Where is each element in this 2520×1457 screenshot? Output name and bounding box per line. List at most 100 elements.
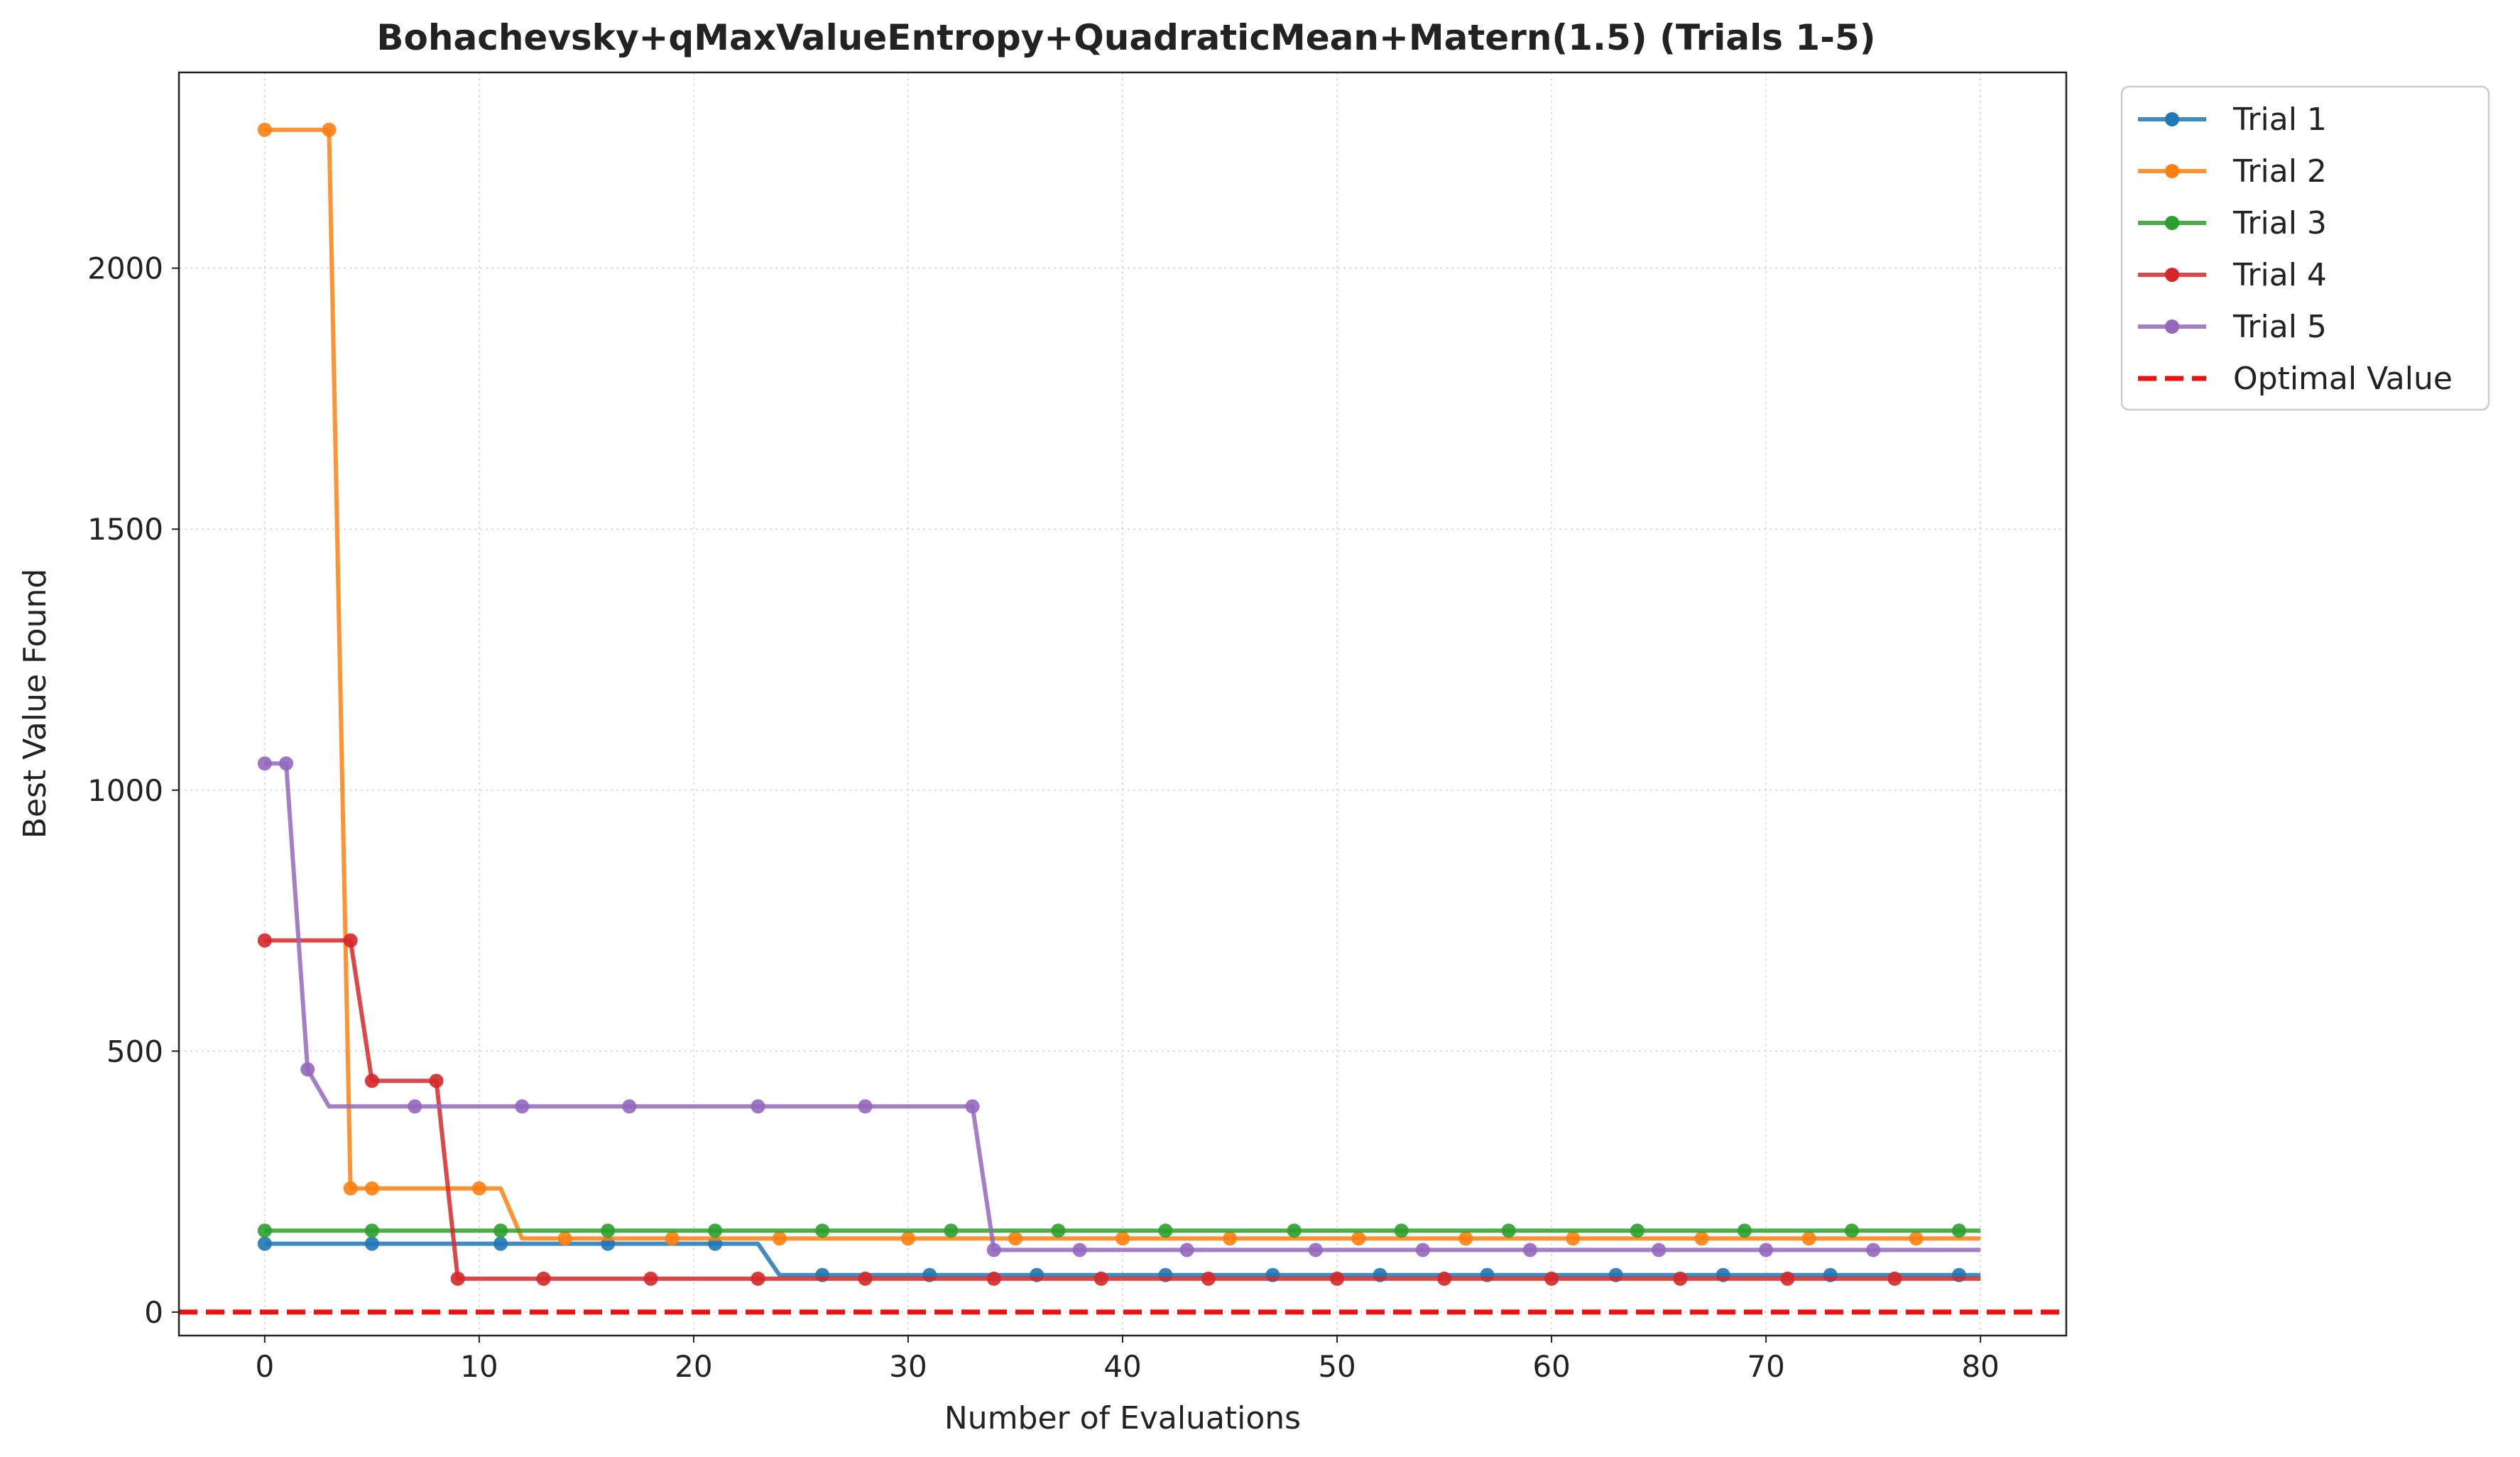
y-tick-label: 2000 [87,251,163,286]
data-point [257,122,272,137]
data-point [343,933,358,948]
legend-entry: Optimal Value [2138,361,2453,397]
data-point [1394,1223,1409,1238]
data-point [751,1099,765,1114]
x-tick-label: 50 [1318,1349,1356,1384]
series-trial-4 [257,933,1981,1286]
x-tick-label: 80 [1961,1349,1999,1384]
data-point [493,1236,508,1251]
data-point [622,1099,637,1114]
legend-entry: Trial 5 [2138,309,2327,345]
data-point [364,1236,379,1251]
y-tick-label: 0 [144,1295,163,1330]
x-tick-label: 20 [675,1349,712,1384]
data-point [450,1271,465,1286]
data-point [343,1181,358,1196]
data-point [1308,1243,1323,1257]
legend-swatch-marker [2165,216,2179,230]
series-trial-2 [257,122,1981,1246]
data-point [751,1271,765,1286]
data-point [515,1099,530,1114]
y-tick-label: 1500 [87,512,163,547]
legend-box [2120,85,2490,411]
series-line [264,938,1981,1281]
series-layer [257,122,1981,1286]
data-point [1887,1271,1902,1286]
data-point [858,1271,873,1286]
data-point [1652,1243,1667,1257]
data-point [408,1099,422,1114]
data-point [257,933,272,948]
legend-swatch-marker [2165,268,2179,282]
x-tick-label: 60 [1532,1349,1570,1384]
data-point [1737,1223,1752,1238]
data-point [536,1271,551,1286]
data-point [1330,1271,1345,1286]
data-point [1179,1243,1194,1257]
data-point [1158,1223,1173,1238]
legend-entry: Trial 2 [2138,153,2327,190]
data-point [1415,1243,1430,1257]
data-point [1008,1231,1022,1246]
data-point [965,1099,980,1114]
data-point [1951,1223,1966,1238]
data-point [1223,1231,1238,1246]
data-point [1093,1271,1108,1286]
data-point [772,1231,787,1246]
series-trial-5 [257,756,1981,1257]
data-point [1351,1231,1366,1246]
data-point [643,1271,658,1286]
data-point [1287,1223,1302,1238]
data-point [986,1243,1001,1257]
data-point [557,1231,572,1246]
data-point [1051,1223,1066,1238]
data-point [364,1181,379,1196]
data-point [815,1223,830,1238]
axis-layer: 0 10 20 30 40 50 60 70 80 0 500 1000 1500 2000 [87,251,2000,1384]
data-point [986,1271,1001,1286]
data-point [257,756,272,771]
data-point [1501,1223,1516,1238]
legend-swatch-marker [2165,164,2179,178]
data-point [1437,1271,1452,1286]
data-point [257,1223,272,1238]
data-point [944,1223,959,1238]
data-point [1909,1231,1924,1246]
x-tick-label: 40 [1103,1349,1141,1384]
data-point [1566,1231,1581,1246]
data-point [322,122,337,137]
x-axis-label: Number of Evaluations [944,1400,1301,1436]
legend: Trial 1 Trial 2 Trial 3 Trial 4 Trial 5 Optim… [2120,85,2490,411]
data-point [364,1223,379,1238]
x-tick-label: 30 [889,1349,927,1384]
data-point [900,1231,915,1246]
y-tick-label: 1000 [87,773,163,808]
data-point [665,1231,680,1246]
data-point [858,1099,873,1114]
data-point [1694,1231,1709,1246]
legend-entry: Trial 4 [2138,257,2327,293]
legend-label: Trial 2 [2232,153,2327,190]
series-line [264,127,1981,1241]
data-point [300,1062,315,1077]
data-point [1458,1231,1473,1246]
grid-layer [179,72,2066,1336]
data-point [1673,1271,1688,1286]
y-axis-label: Best Value Found [17,569,53,839]
data-point [429,1074,444,1088]
data-point [1759,1243,1774,1257]
data-point [1780,1271,1795,1286]
legend-entry: Trial 1 [2138,102,2327,138]
legend-swatch-marker [2165,320,2179,334]
legend-label: Trial 4 [2232,257,2327,293]
legend-swatch-marker [2165,112,2179,126]
series-trial-3 [257,1223,1981,1238]
data-point [1072,1243,1087,1257]
data-point [471,1181,486,1196]
data-point [601,1223,616,1238]
data-point [708,1223,723,1238]
data-point [1866,1243,1881,1257]
data-point [279,756,294,771]
